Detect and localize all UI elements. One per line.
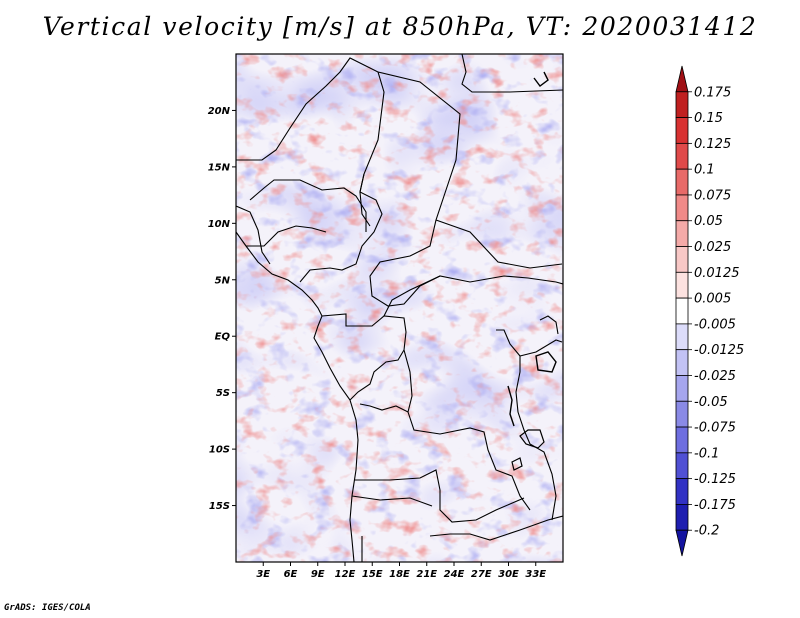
longitude-axis: 3E 6E 9E 12E 15E 18E 21E 24E 27E 30E 33E [256, 562, 546, 580]
colorbar-swatch [675, 117, 689, 144]
lon-tick-label: 21E [416, 569, 437, 580]
colorbar-swatch [675, 349, 689, 376]
colorbar-label: -0.025 [694, 369, 736, 384]
lon-tick-label: 9E [311, 569, 325, 580]
colorbar-swatch [675, 91, 689, 118]
lon-tick-label: 30E [498, 569, 519, 580]
colorbar-label: 0.125 [694, 137, 731, 152]
country-borders [236, 54, 563, 562]
lon-tick-label: 33E [525, 569, 546, 580]
colorbar-swatch [675, 297, 689, 325]
lon-tick-label: 27E [471, 569, 492, 580]
colorbar-swatch [675, 426, 689, 454]
lat-tick-label: EQ [215, 332, 231, 343]
latitude-axis: 20N 15N 10N 5N EQ 5S 10S 15S [208, 106, 236, 512]
lon-tick-label: 3E [256, 569, 270, 580]
lon-tick-label: 15E [362, 569, 383, 580]
colorbar-label: 0.005 [694, 292, 731, 307]
lat-tick-label: 15N [208, 162, 231, 173]
lon-tick-label: 6E [284, 569, 298, 580]
lat-tick-label: 10S [209, 445, 230, 456]
colorbar-label: 0.1 [694, 163, 715, 178]
colorbar-label: 0.175 [694, 85, 731, 100]
colorbar-swatch [675, 529, 689, 557]
colorbar-swatch [675, 220, 689, 247]
colorbar-label: 0.025 [694, 240, 731, 255]
colorbar-swatch [675, 504, 689, 531]
colorbar-label: -0.125 [694, 472, 736, 487]
colorbar-swatch [675, 65, 689, 93]
vertical-velocity-field [236, 54, 563, 562]
lat-tick-label: 5S [216, 388, 230, 399]
lat-tick-label: 10N [208, 219, 231, 230]
lat-tick-label: 15S [209, 501, 230, 512]
colorbar-label: -0.005 [694, 317, 736, 332]
colorbar: 0.175 0.15 0.125 0.1 0.075 0.05 0.025 0.0125 0.0… [675, 65, 744, 557]
colorbar-label: 0.075 [694, 188, 731, 203]
lon-tick-label: 12E [335, 569, 356, 580]
grads-credit: GrADS: IGES/COLA [4, 603, 91, 613]
lon-tick-label: 24E [444, 569, 465, 580]
colorbar-label: -0.0125 [694, 343, 744, 358]
colorbar-swatch [675, 194, 689, 222]
colorbar-swatch [675, 323, 689, 351]
colorbar-swatch [675, 271, 689, 299]
colorbar-label: -0.1 [694, 446, 719, 461]
chart-title: Vertical velocity [m/s] at 850hPa, VT: 2… [42, 12, 758, 41]
lat-tick-label: 20N [208, 106, 231, 117]
colorbar-swatch [675, 452, 689, 480]
colorbar-label: -0.2 [694, 524, 719, 539]
colorbar-label: 0.15 [694, 111, 723, 126]
lon-tick-label: 18E [389, 569, 410, 580]
colorbar-label: -0.175 [694, 498, 736, 513]
colorbar-swatch [675, 478, 689, 505]
colorbar-label: 0.05 [694, 214, 723, 229]
colorbar-swatch [675, 142, 689, 170]
colorbar-label: -0.075 [694, 421, 736, 436]
colorbar-label: -0.05 [694, 395, 728, 410]
colorbar-swatch [675, 400, 689, 428]
lat-tick-label: 5N [215, 275, 231, 286]
colorbar-swatch [675, 246, 689, 273]
colorbar-swatch [675, 168, 689, 196]
colorbar-swatch [675, 375, 689, 402]
colorbar-label: 0.0125 [694, 266, 740, 281]
